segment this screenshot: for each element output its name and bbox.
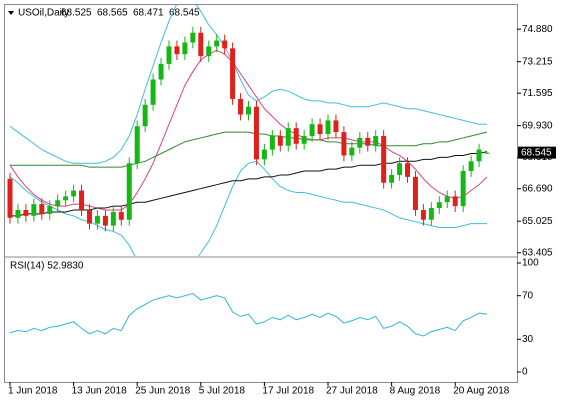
candle-body [118, 211, 124, 220]
y-tick-label: 74.880 [522, 24, 553, 35]
header-open: 68.525 [61, 8, 92, 19]
rsi-line [9, 292, 488, 337]
y-tick-label: 30 [522, 334, 534, 345]
candle-body [214, 40, 220, 47]
candle-body [397, 163, 403, 175]
x-tick-label: 25 Jun 2018 [135, 386, 190, 397]
candle-body [55, 200, 61, 207]
candle-body [142, 104, 148, 127]
candle-body [293, 128, 299, 144]
candle-body [460, 171, 466, 207]
y-tick-label: 73.215 [522, 56, 553, 67]
candle-body [166, 46, 172, 64]
y-tick-label: 0 [522, 367, 528, 378]
price-box-label: 68.545 [521, 147, 552, 158]
price-box [518, 146, 556, 159]
axes: 74.88073.21571.59569.93068.31066.69065.0… [8, 24, 556, 397]
candle-body [285, 128, 291, 146]
rsi-title: RSI(14) 52.9830 [10, 261, 84, 272]
y-tick-label: 63.405 [522, 247, 553, 258]
candle-body [412, 176, 418, 211]
candle-body [110, 211, 116, 226]
candle-body [365, 137, 371, 146]
candle-body [31, 204, 37, 216]
x-tick-label: 17 Jul 2018 [262, 386, 314, 397]
candle-body [484, 152, 490, 154]
y-tick-label: 65.025 [522, 216, 553, 227]
candle-body [301, 135, 307, 144]
candle-body [222, 40, 228, 49]
x-tick-label: 20 Aug 2018 [453, 386, 510, 397]
indicator-line [9, 5, 487, 164]
candle-body [452, 196, 458, 207]
y-tick-label: 70 [522, 290, 534, 301]
indicator-line [10, 131, 488, 168]
candle-body [341, 132, 347, 156]
candle-body [381, 135, 387, 183]
candle-body [357, 137, 363, 148]
candle-body [333, 120, 339, 133]
price-panel [7, 5, 490, 256]
x-tick-label: 13 Jun 2018 [72, 386, 127, 397]
candle-body [7, 178, 13, 218]
frame [4, 4, 518, 383]
chart-title: USOil,Daily [18, 8, 69, 19]
candle-body [102, 215, 108, 226]
candle-body [134, 126, 140, 164]
candle-body [246, 106, 251, 115]
candle-body [428, 208, 434, 220]
x-tick-label: 27 Jul 2018 [326, 386, 378, 397]
candle-body [87, 210, 92, 224]
candle-body [182, 42, 188, 55]
candle-body [158, 63, 164, 80]
candle-body [174, 46, 180, 55]
y-tick-label: 100 [522, 258, 539, 269]
candle-body [436, 202, 442, 209]
y-tick-label: 69.930 [522, 120, 553, 131]
y-tick-label: 71.595 [522, 88, 553, 99]
candle-body [373, 135, 379, 146]
header-close: 68.545 [169, 8, 200, 19]
candle-body [94, 215, 100, 224]
candle-body [253, 106, 259, 160]
candle-body [325, 120, 331, 135]
candle-body [190, 32, 196, 43]
y-tick-label: 66.690 [522, 183, 553, 194]
candle-body [261, 149, 267, 160]
candle-body [277, 135, 283, 146]
candle-body [349, 147, 355, 156]
candle-body [444, 196, 450, 203]
candle-body [269, 135, 275, 150]
candle-body [476, 149, 482, 162]
candle-body [126, 163, 132, 220]
rsi-panel [9, 292, 488, 337]
menu-arrow [8, 11, 14, 15]
header-low: 68.471 [133, 8, 164, 19]
x-tick-label: 5 Jul 2018 [199, 386, 246, 397]
candle-body [230, 48, 236, 99]
candle-body [150, 79, 156, 105]
candle-body [198, 32, 204, 57]
x-tick-label: 8 Aug 2018 [390, 386, 441, 397]
candle-body [79, 190, 85, 211]
candle-body [309, 124, 315, 136]
candle-body [15, 210, 21, 218]
candle-body [405, 163, 410, 177]
candle-body [63, 196, 69, 201]
candle-body [468, 161, 474, 172]
candle-body [39, 204, 45, 214]
x-tick-label: 1 Jun 2018 [8, 386, 58, 397]
candle-body [23, 210, 29, 216]
header-high: 68.565 [97, 8, 128, 19]
candle-body [317, 124, 323, 135]
candle-body [71, 190, 77, 197]
candle-body [420, 210, 426, 220]
candle-body [47, 206, 53, 214]
candle-body [238, 98, 244, 115]
candle-body [206, 46, 212, 57]
candle-body [389, 174, 395, 183]
